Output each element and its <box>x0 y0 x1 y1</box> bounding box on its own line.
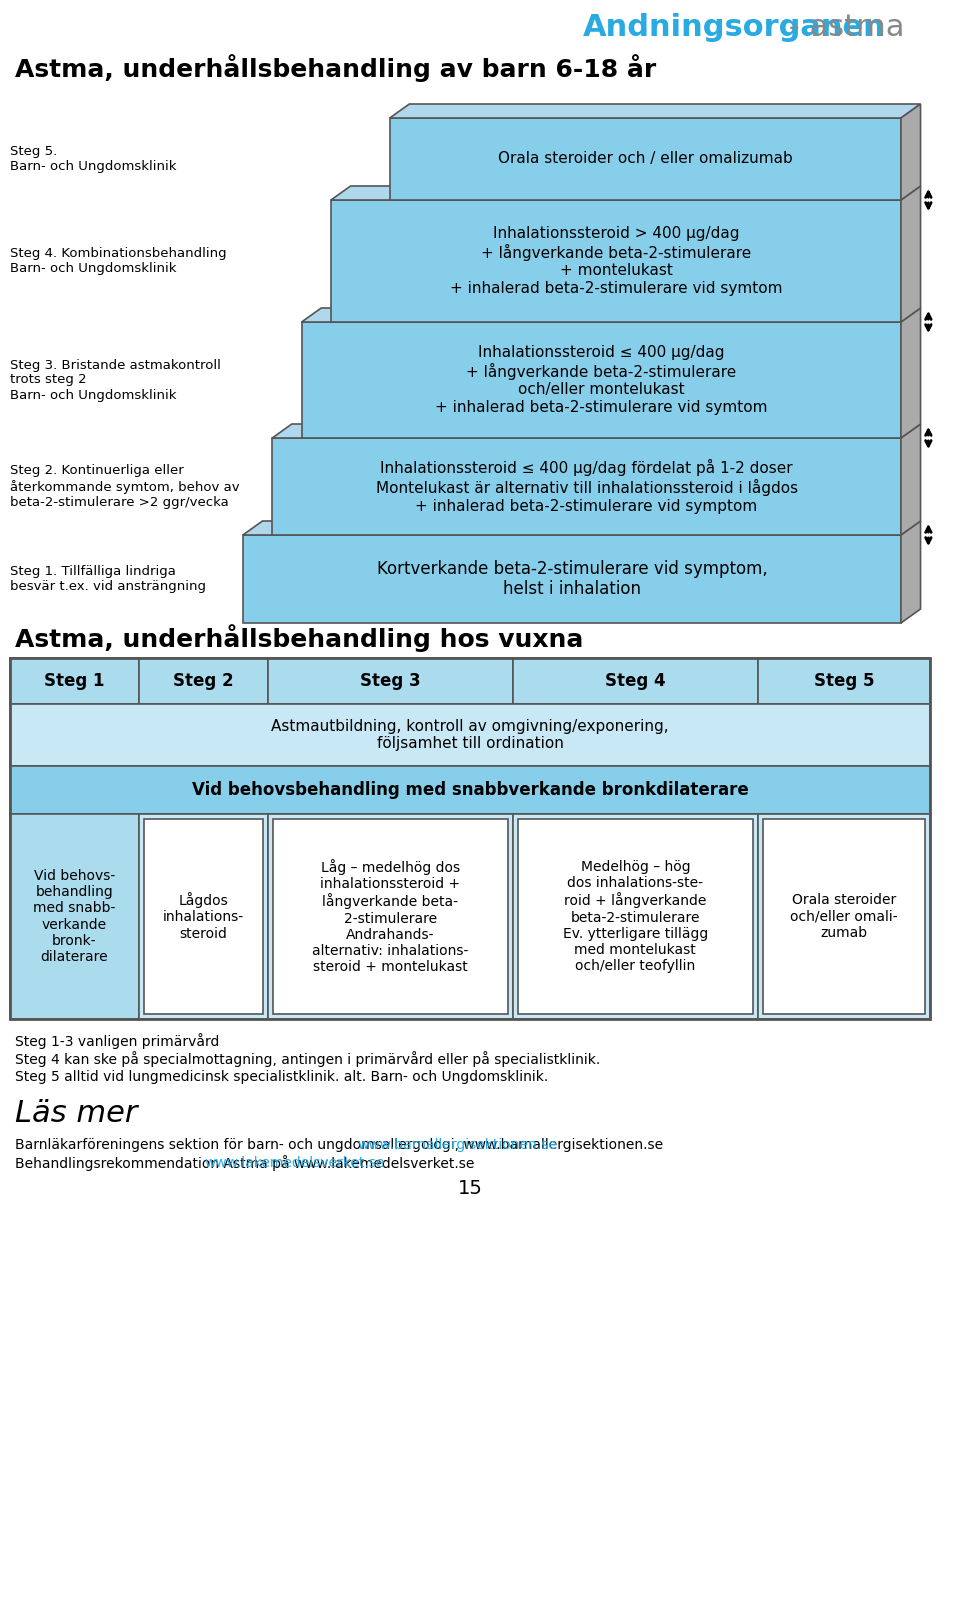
Text: Steg 2: Steg 2 <box>173 672 234 690</box>
Bar <box>268 814 513 1019</box>
Text: Steg 4: Steg 4 <box>605 672 665 690</box>
Text: Medelhög – hög
dos inhalations-ste-
roid + långverkande
beta-2-stimulerare
Ev. y: Medelhög – hög dos inhalations-ste- roid… <box>563 859 708 973</box>
Text: Kortverkande beta-2-stimulerare vid symptom,
helst i inhalation: Kortverkande beta-2-stimulerare vid symp… <box>376 559 767 599</box>
Bar <box>517 819 753 1014</box>
Text: Steg 1. Tillfälliga lindriga
besvär t.ex. vid ansträngning: Steg 1. Tillfälliga lindriga besvär t.ex… <box>10 565 205 592</box>
Text: Inhalationssteroid ≤ 400 µg/dag
+ långverkande beta-2-stimulerare
och/eller mont: Inhalationssteroid ≤ 400 µg/dag + långve… <box>435 345 768 415</box>
Text: Vid behovs-
behandling
med snabb-
verkande
bronk-
dilaterare: Vid behovs- behandling med snabb- verkan… <box>34 869 115 965</box>
Text: Vid behovsbehandling med snabbverkande bronkdilaterare: Vid behovsbehandling med snabbverkande b… <box>192 781 749 798</box>
Polygon shape <box>273 438 900 535</box>
Text: Inhalationssteroid ≤ 400 µg/dag fördelat på 1-2 doser
Montelukast är alternativ : Inhalationssteroid ≤ 400 µg/dag fördelat… <box>375 460 798 514</box>
Polygon shape <box>390 104 921 118</box>
Bar <box>268 658 513 704</box>
Bar <box>513 814 757 1019</box>
Polygon shape <box>301 308 921 323</box>
Text: Barnläkarföreningens sektion för barn- och ungdomsallergologi, www.barnallergise: Barnläkarföreningens sektion för barn- o… <box>14 1139 662 1151</box>
Bar <box>762 819 925 1014</box>
Bar <box>144 819 263 1014</box>
Text: 15: 15 <box>458 1179 483 1198</box>
Text: Steg 5 alltid vid lungmedicinsk specialistklinik. alt. Barn- och Ungdomsklinik.: Steg 5 alltid vid lungmedicinsk speciali… <box>14 1070 548 1084</box>
Text: Orala steroider
och/eller omali-
zumab: Orala steroider och/eller omali- zumab <box>790 893 898 939</box>
Text: Steg 4 kan ske på specialmottagning, antingen i primärvård eller på specialistkl: Steg 4 kan ske på specialmottagning, ant… <box>14 1051 600 1067</box>
Text: Steg 1-3 vanligen primärvård: Steg 1-3 vanligen primärvård <box>14 1033 219 1049</box>
Polygon shape <box>331 200 900 323</box>
Text: Steg 5: Steg 5 <box>814 672 875 690</box>
Polygon shape <box>900 104 921 200</box>
Bar <box>10 658 930 1019</box>
Text: Inhalationssteroid > 400 µg/dag
+ långverkande beta-2-stimulerare
+ montelukast
: Inhalationssteroid > 400 µg/dag + långve… <box>449 227 782 295</box>
Bar <box>10 814 139 1019</box>
Bar <box>273 819 508 1014</box>
Polygon shape <box>900 423 921 535</box>
Bar <box>757 814 930 1019</box>
Text: Andningsorganen: Andningsorganen <box>583 13 885 43</box>
Polygon shape <box>331 185 921 200</box>
Bar <box>10 704 930 767</box>
Text: www.lakemedelsverket.se: www.lakemedelsverket.se <box>204 1156 385 1171</box>
Text: Steg 3. Bristande astmakontroll
trots steg 2
Barn- och Ungdomsklinik: Steg 3. Bristande astmakontroll trots st… <box>10 358 221 401</box>
Text: www.barnallergisektionen.se: www.barnallergisektionen.se <box>357 1139 557 1151</box>
Text: Steg 5.
Barn- och Ungdomsklinik: Steg 5. Barn- och Ungdomsklinik <box>10 145 177 172</box>
Polygon shape <box>900 308 921 438</box>
Text: Astmautbildning, kontroll av omgivning/exponering,
följsamhet till ordination: Astmautbildning, kontroll av omgivning/e… <box>272 719 669 751</box>
Bar <box>757 658 930 704</box>
Polygon shape <box>900 185 921 323</box>
Text: Steg 4. Kombinationsbehandling
Barn- och Ungdomsklinik: Steg 4. Kombinationsbehandling Barn- och… <box>10 248 227 275</box>
Text: Steg 3: Steg 3 <box>360 672 420 690</box>
Text: Orala steroider och / eller omalizumab: Orala steroider och / eller omalizumab <box>498 152 793 166</box>
Polygon shape <box>301 323 900 438</box>
Text: Astma, underhållsbehandling av barn 6-18 år: Astma, underhållsbehandling av barn 6-18… <box>14 54 656 81</box>
Text: Låg – medelhög dos
inhalationssteroid +
långverkande beta-
2-stimulerare
Andraha: Låg – medelhög dos inhalationssteroid + … <box>312 859 468 974</box>
Bar <box>139 658 268 704</box>
Text: Läs mer: Läs mer <box>14 1099 137 1127</box>
Polygon shape <box>243 535 900 623</box>
Bar <box>10 767 930 814</box>
Text: Lågdos
inhalations-
steroid: Lågdos inhalations- steroid <box>163 893 244 941</box>
Text: Steg 2. Kontinuerliga eller
återkommande symtom, behov av
beta-2-stimulerare >2 : Steg 2. Kontinuerliga eller återkommande… <box>10 465 239 508</box>
Text: Steg 1: Steg 1 <box>44 672 105 690</box>
Bar <box>513 658 757 704</box>
Polygon shape <box>900 521 921 623</box>
Text: Behandlingsrekommendation Astma på www.lakemedelsverket.se: Behandlingsrekommendation Astma på www.l… <box>14 1155 474 1171</box>
Polygon shape <box>390 118 900 200</box>
Polygon shape <box>273 423 921 438</box>
Bar <box>10 658 139 704</box>
Text: - astma: - astma <box>779 13 904 43</box>
Polygon shape <box>243 521 921 535</box>
Bar <box>139 814 268 1019</box>
Text: Astma, underhållsbehandling hos vuxna: Astma, underhållsbehandling hos vuxna <box>14 624 583 652</box>
